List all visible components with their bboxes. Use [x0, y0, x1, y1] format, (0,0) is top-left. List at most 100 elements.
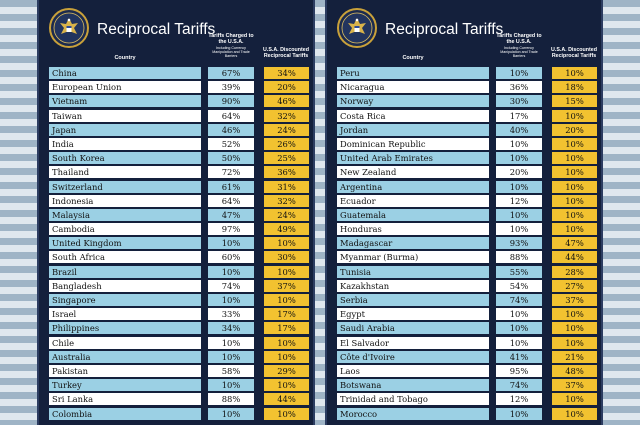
discounted-tariff-cell: 10% — [552, 166, 597, 179]
country-cell: Egypt — [337, 308, 489, 321]
country-cell: Peru — [337, 67, 489, 79]
country-cell: Myanmar (Burma) — [337, 251, 489, 264]
discounted-tariff-cell: 10% — [552, 109, 597, 122]
table-row: Honduras 10% 10% — [327, 222, 605, 236]
table-row: Turkey 10% 10% — [39, 378, 317, 392]
discounted-tariff-cell: 10% — [552, 407, 597, 420]
discounted-tariff-cell: 32% — [264, 109, 309, 122]
table-row: China 67% 34% — [39, 66, 317, 80]
tariff-charged-cell: 40% — [496, 123, 542, 136]
discounted-tariff-cell: 10% — [552, 322, 597, 335]
country-cell: Bangladesh — [49, 279, 201, 292]
table-row: Japan 46% 24% — [39, 123, 317, 137]
tariff-table: Peru 10% 10% Nicaragua 36% 18% Norway 30% 15% Cos… — [327, 66, 605, 421]
table-row: Bangladesh 74% 37% — [39, 279, 317, 293]
table-row: Dominican Republic 10% 10% — [327, 137, 605, 151]
tariff-charged-cell: 10% — [496, 407, 542, 420]
tariff-charged-cell: 30% — [496, 95, 542, 108]
tariff-charged-cell: 34% — [208, 322, 254, 335]
tariff-charged-cell: 10% — [496, 336, 542, 349]
country-cell: Taiwan — [49, 109, 201, 122]
tariff-charged-cell: 10% — [496, 180, 542, 193]
table-row: Australia 10% 10% — [39, 350, 317, 364]
column-header-discounted: U.S.A. Discounted Reciprocal Tariffs — [551, 47, 597, 59]
discounted-tariff-cell: 10% — [264, 237, 309, 250]
discounted-tariff-cell: 17% — [264, 308, 309, 321]
country-cell: New Zealand — [337, 166, 489, 179]
discounted-tariff-cell: 10% — [552, 336, 597, 349]
discounted-tariff-cell: 48% — [552, 364, 597, 377]
column-header-charged: Tariffs Charged to the U.S.A. Including … — [207, 33, 255, 58]
table-row: Côte d'Ivoire 41% 21% — [327, 350, 605, 364]
tariff-charged-cell: 10% — [496, 223, 542, 236]
table-row: Pakistan 58% 29% — [39, 364, 317, 378]
table-row: Vietnam 90% 46% — [39, 94, 317, 108]
table-row: United Kingdom 10% 10% — [39, 236, 317, 250]
tariff-charged-cell: 36% — [496, 81, 542, 94]
country-cell: Laos — [337, 364, 489, 377]
discounted-tariff-cell: 17% — [264, 322, 309, 335]
country-cell: Colombia — [49, 407, 201, 420]
tariff-charged-cell: 74% — [496, 379, 542, 392]
table-row: Nicaragua 36% 18% — [327, 80, 605, 94]
country-cell: Nicaragua — [337, 81, 489, 94]
country-cell: Israel — [49, 308, 201, 321]
tariff-board-right: Reciprocal Tariffs Country Tariffs Charg… — [325, 0, 603, 425]
tariff-charged-cell: 10% — [496, 67, 542, 79]
tariff-charged-cell: 10% — [208, 379, 254, 392]
discounted-tariff-cell: 24% — [264, 208, 309, 221]
country-cell: Philippines — [49, 322, 201, 335]
discounted-tariff-cell: 37% — [264, 279, 309, 292]
discounted-tariff-cell: 24% — [264, 123, 309, 136]
table-row: Botswana 74% 37% — [327, 378, 605, 392]
tariff-charged-cell: 10% — [496, 322, 542, 335]
country-cell: South Africa — [49, 251, 201, 264]
tariff-charged-cell: 74% — [496, 294, 542, 306]
country-cell: Ecuador — [337, 194, 489, 207]
discounted-tariff-cell: 25% — [264, 152, 309, 165]
country-cell: Honduras — [337, 223, 489, 236]
tariff-charged-cell: 47% — [208, 208, 254, 221]
discounted-tariff-cell: 10% — [264, 265, 309, 278]
discounted-tariff-cell: 10% — [552, 67, 597, 79]
discounted-tariff-cell: 10% — [552, 194, 597, 207]
table-row: Indonesia 64% 32% — [39, 194, 317, 208]
tariff-charged-cell: 46% — [208, 123, 254, 136]
table-row: Morocco 10% 10% — [327, 407, 605, 421]
country-cell: Sri Lanka — [49, 393, 201, 406]
table-row: Peru 10% 10% — [327, 66, 605, 80]
table-row: Chile 10% 10% — [39, 336, 317, 350]
column-header-charged-label: Tariffs Charged to the U.S.A. — [208, 33, 254, 45]
tariff-charged-cell: 50% — [208, 152, 254, 165]
country-cell: Indonesia — [49, 194, 201, 207]
discounted-tariff-cell: 10% — [552, 137, 597, 150]
column-header-charged-note: Including Currency Manipulation and Trad… — [500, 45, 538, 58]
discounted-tariff-cell: 15% — [552, 95, 597, 108]
country-cell: Guatemala — [337, 208, 489, 221]
table-row: Israel 33% 17% — [39, 307, 317, 321]
discounted-tariff-cell: 20% — [552, 123, 597, 136]
table-row: Saudi Arabia 10% 10% — [327, 321, 605, 335]
tariff-charged-cell: 74% — [208, 279, 254, 292]
country-cell: European Union — [49, 81, 201, 94]
discounted-tariff-cell: 20% — [264, 81, 309, 94]
table-row: Myanmar (Burma) 88% 44% — [327, 250, 605, 264]
table-row: Serbia 74% 37% — [327, 293, 605, 307]
table-row: Sri Lanka 88% 44% — [39, 392, 317, 406]
country-cell: Australia — [49, 350, 201, 363]
tariff-charged-cell: 10% — [208, 336, 254, 349]
tariff-charged-cell: 10% — [496, 152, 542, 165]
country-cell: Thailand — [49, 166, 201, 179]
discounted-tariff-cell: 10% — [264, 407, 309, 420]
discounted-tariff-cell: 46% — [264, 95, 309, 108]
country-cell: Turkey — [49, 379, 201, 392]
table-row: Ecuador 12% 10% — [327, 194, 605, 208]
discounted-tariff-cell: 34% — [264, 67, 309, 79]
column-header-charged: Tariffs Charged to the U.S.A. Including … — [495, 33, 543, 58]
tariff-charged-cell: 64% — [208, 109, 254, 122]
country-cell: Pakistan — [49, 364, 201, 377]
table-row: Switzerland 61% 31% — [39, 180, 317, 194]
country-cell: Singapore — [49, 294, 201, 306]
tariff-charged-cell: 72% — [208, 166, 254, 179]
tariff-charged-cell: 12% — [496, 194, 542, 207]
